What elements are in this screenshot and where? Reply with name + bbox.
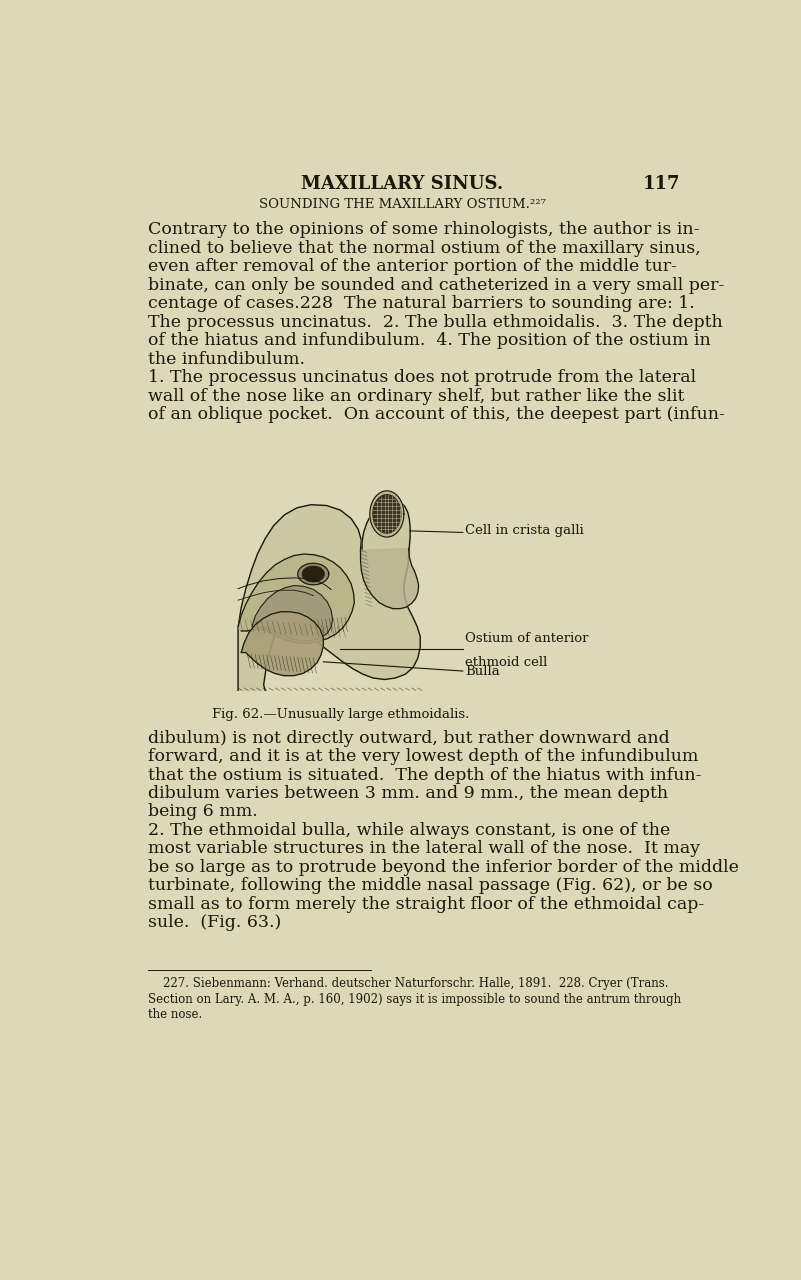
Polygon shape [238, 554, 354, 644]
Text: Contrary to the opinions of some rhinologists, the author is in-: Contrary to the opinions of some rhinolo… [148, 221, 700, 238]
Polygon shape [241, 612, 324, 676]
Text: Ostium of anterior: Ostium of anterior [465, 632, 589, 645]
Polygon shape [252, 585, 332, 641]
Polygon shape [238, 504, 421, 690]
Text: most variable structures in the lateral wall of the nose.  It may: most variable structures in the lateral … [148, 841, 700, 858]
Text: dibulum varies between 3 mm. and 9 mm., the mean depth: dibulum varies between 3 mm. and 9 mm., … [148, 785, 668, 803]
Polygon shape [303, 566, 324, 581]
Text: The processus uncinatus.  2. The bulla ethmoidalis.  3. The depth: The processus uncinatus. 2. The bulla et… [148, 314, 723, 330]
Text: turbinate, following the middle nasal passage (Fig. 62), or be so: turbinate, following the middle nasal pa… [148, 877, 713, 895]
Text: Bulla: Bulla [465, 664, 500, 677]
Text: SOUNDING THE MAXILLARY OSTIUM.²²⁷: SOUNDING THE MAXILLARY OSTIUM.²²⁷ [259, 198, 545, 211]
Text: 117: 117 [642, 175, 680, 193]
Text: the infundibulum.: the infundibulum. [148, 351, 305, 367]
Text: the nose.: the nose. [148, 1009, 203, 1021]
Polygon shape [298, 563, 328, 585]
Polygon shape [362, 500, 410, 586]
Polygon shape [373, 494, 400, 534]
Text: binate, can only be sounded and catheterized in a very small per-: binate, can only be sounded and catheter… [148, 276, 725, 294]
Text: small as to form merely the straight floor of the ethmoidal cap-: small as to form merely the straight flo… [148, 896, 704, 913]
Text: 227. Siebenmann: Verhand. deutscher Naturforschr. Halle, 1891.  228. Cryer (Tran: 227. Siebenmann: Verhand. deutscher Natu… [148, 978, 669, 991]
Text: Section on Lary. A. M. A., p. 160, 1902) says it is impossible to sound the antr: Section on Lary. A. M. A., p. 160, 1902)… [148, 993, 682, 1006]
Text: that the ostium is situated.  The depth of the hiatus with infun-: that the ostium is situated. The depth o… [148, 767, 702, 783]
Text: of the hiatus and infundibulum.  4. The position of the ostium in: of the hiatus and infundibulum. 4. The p… [148, 333, 711, 349]
Polygon shape [360, 549, 419, 609]
Text: MAXILLARY SINUS.: MAXILLARY SINUS. [301, 175, 504, 193]
Text: centage of cases.228  The natural barriers to sounding are: 1.: centage of cases.228 The natural barrier… [148, 296, 695, 312]
Text: dibulum) is not directly outward, but rather downward and: dibulum) is not directly outward, but ra… [148, 730, 670, 746]
Text: Cell in crista galli: Cell in crista galli [465, 525, 584, 538]
Text: Fig. 62.—Unusually large ethmoidalis.: Fig. 62.—Unusually large ethmoidalis. [211, 708, 469, 721]
Text: even after removal of the anterior portion of the middle tur-: even after removal of the anterior porti… [148, 259, 677, 275]
Text: ethmoid cell: ethmoid cell [465, 655, 548, 668]
Text: be so large as to protrude beyond the inferior border of the middle: be so large as to protrude beyond the in… [148, 859, 739, 876]
Text: 2. The ethmoidal bulla, while always constant, is one of the: 2. The ethmoidal bulla, while always con… [148, 822, 670, 838]
Text: sule.  (Fig. 63.): sule. (Fig. 63.) [148, 914, 281, 932]
Text: forward, and it is at the very lowest depth of the infundibulum: forward, and it is at the very lowest de… [148, 748, 698, 765]
Text: wall of the nose like an ordinary shelf, but rather like the slit: wall of the nose like an ordinary shelf,… [148, 388, 685, 404]
Text: of an oblique pocket.  On account of this, the deepest part (infun-: of an oblique pocket. On account of this… [148, 406, 725, 424]
Text: 1. The processus uncinatus does not protrude from the lateral: 1. The processus uncinatus does not prot… [148, 369, 696, 387]
Polygon shape [370, 490, 404, 538]
Text: being 6 mm.: being 6 mm. [148, 804, 258, 820]
Text: clined to believe that the normal ostium of the maxillary sinus,: clined to believe that the normal ostium… [148, 239, 701, 257]
